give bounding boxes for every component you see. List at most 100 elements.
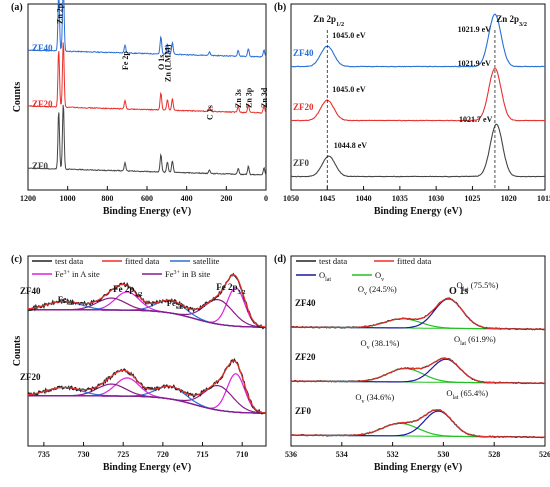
panel-label: (b) bbox=[274, 2, 286, 13]
legend-item: test data bbox=[319, 256, 347, 266]
plot-frame bbox=[27, 255, 267, 447]
peak-annotation: Zn 3s bbox=[234, 89, 243, 108]
x-tick-label: 1025 bbox=[464, 194, 480, 203]
series-line-ZF40 bbox=[290, 13, 546, 68]
panel-a: 1200 1000 800 600 400 200 0 Binding Energy (eV)… bbox=[11, 0, 269, 217]
x-tick-label: 720 bbox=[157, 450, 169, 459]
legend-item: fitted data bbox=[397, 256, 431, 266]
series-label-ZF20: ZF20 bbox=[293, 102, 314, 112]
component-sat-2 bbox=[28, 299, 266, 328]
fitted-data-line bbox=[27, 274, 267, 328]
test-data-line bbox=[290, 409, 546, 439]
component-sat-5 bbox=[27, 386, 266, 414]
peak-value-label: 1045.0 eV bbox=[332, 85, 366, 94]
legend-item: fitted data bbox=[125, 256, 159, 266]
plot-frame bbox=[290, 3, 546, 191]
background-line bbox=[28, 309, 266, 328]
panel-label: (a) bbox=[11, 2, 23, 13]
x-tick-label: 800 bbox=[101, 194, 113, 203]
peak-annotation: Zn (LMM) bbox=[163, 44, 172, 82]
component-olat bbox=[291, 298, 546, 330]
x-tick-label: 1030 bbox=[428, 194, 444, 203]
legend: test data fitted data Olat Ov bbox=[296, 256, 431, 283]
series-label-ZF40: ZF40 bbox=[32, 43, 53, 53]
peak-annotation: Zn 3p bbox=[244, 87, 253, 108]
series-label-ZF0: ZF0 bbox=[293, 158, 310, 168]
ov-percent-label: Ov (38.1%) bbox=[360, 338, 399, 351]
legend-item: satellite bbox=[193, 256, 220, 266]
plot-frame bbox=[27, 3, 267, 191]
x-tick-label: 1050 bbox=[283, 194, 299, 203]
panel-label: (d) bbox=[274, 254, 286, 265]
x-tick-label: 200 bbox=[220, 194, 232, 203]
x-axis-label: Binding Energy (eV) bbox=[103, 206, 191, 217]
y-axis-label: Counts bbox=[12, 82, 23, 113]
x-tick-label: 1015 bbox=[537, 194, 550, 203]
y-axis-label: Counts bbox=[12, 336, 23, 367]
x-tick-label: 725 bbox=[117, 450, 129, 459]
series-line-ZF0 bbox=[27, 104, 267, 176]
x-tick-label: 1035 bbox=[392, 194, 408, 203]
x-tick-label: 1000 bbox=[60, 194, 76, 203]
legend-item: Fe3+ in B site bbox=[165, 269, 211, 279]
series-label-ZF0: ZF0 bbox=[32, 161, 49, 171]
legend-item: test data bbox=[55, 256, 83, 266]
x-tick-label: 735 bbox=[38, 450, 50, 459]
x-axis-label: Binding Energy (eV) bbox=[374, 206, 462, 217]
x-tick-label: 1040 bbox=[356, 194, 372, 203]
fitted-data-line bbox=[291, 298, 546, 330]
x-tick-label: 400 bbox=[181, 194, 193, 203]
peak-annotation: Zn 2p3/2 bbox=[496, 14, 527, 28]
peak-annotation: Fe 2p3/2 bbox=[216, 282, 245, 296]
peak-annotation: Fe 2p1/2 bbox=[113, 284, 142, 298]
fitted-data-line bbox=[27, 360, 267, 414]
background-line bbox=[28, 395, 266, 414]
component-B-1 bbox=[28, 385, 266, 414]
component-sat-5 bbox=[27, 300, 266, 328]
olat-percent-label: Olat (61.9%) bbox=[454, 334, 496, 347]
series-label-ZF20: ZF20 bbox=[32, 99, 53, 109]
olat-percent-label: Olat (75.5%) bbox=[456, 280, 498, 293]
sample-label-ZF40: ZF40 bbox=[295, 298, 316, 308]
peak-annotation: Zn 2p1/2 bbox=[313, 14, 344, 28]
peak-annotation: Fe 2p bbox=[121, 51, 130, 70]
peak-annotation: Zn 2p bbox=[56, 3, 65, 24]
peak-value-label: 1021.9 eV bbox=[458, 25, 492, 34]
sample-label-ZF20: ZF20 bbox=[295, 352, 316, 362]
peak-value-label: 1021.9 eV bbox=[458, 59, 492, 68]
panel-d: 536 534 532 530 528 526 Binding Energy (eV) (d)… bbox=[274, 254, 550, 473]
x-tick-label: 528 bbox=[488, 450, 500, 459]
series-line-ZF20 bbox=[27, 42, 267, 114]
x-tick-label: 536 bbox=[285, 450, 297, 459]
peak-annotation: Fesat bbox=[58, 294, 74, 307]
x-tick-label: 526 bbox=[539, 450, 550, 459]
x-tick-label: 710 bbox=[236, 450, 248, 459]
test-data-line bbox=[290, 357, 546, 385]
x-tick-label: 1020 bbox=[501, 194, 517, 203]
fitted-data-line bbox=[291, 357, 546, 384]
peak-annotation: Fesat bbox=[167, 298, 183, 311]
peak-value-label: 1021.7 eV bbox=[459, 115, 493, 124]
x-axis-label: Binding Energy (eV) bbox=[374, 462, 462, 473]
peak-value-label: 1044.8 eV bbox=[334, 141, 368, 150]
series-line-ZF0 bbox=[290, 123, 546, 178]
test-data-line bbox=[27, 357, 266, 415]
x-tick-label: 532 bbox=[387, 450, 399, 459]
panel-c: 735 730 725 720 715 710 Binding Energy (eV) Cou… bbox=[11, 254, 267, 473]
sample-label-ZF0: ZF0 bbox=[295, 406, 312, 416]
plot-frame bbox=[290, 255, 546, 447]
sample-label-ZF20: ZF20 bbox=[20, 372, 41, 382]
x-tick-label: 1200 bbox=[20, 194, 36, 203]
ov-percent-label: Ov (24.5%) bbox=[358, 284, 397, 297]
x-tick-label: 0 bbox=[264, 194, 268, 203]
legend-item: Olat bbox=[319, 270, 331, 283]
legend-item: Fe3+ in A site bbox=[55, 269, 100, 279]
series-line-ZF40 bbox=[27, 0, 267, 59]
panel-label: (c) bbox=[11, 254, 22, 265]
series-label-ZF40: ZF40 bbox=[293, 48, 314, 58]
peak-value-label: 1045.0 eV bbox=[332, 31, 366, 40]
x-tick-label: 730 bbox=[78, 450, 90, 459]
component-sat-2 bbox=[28, 385, 266, 414]
olat-percent-label: Olat (65.4%) bbox=[446, 388, 488, 401]
